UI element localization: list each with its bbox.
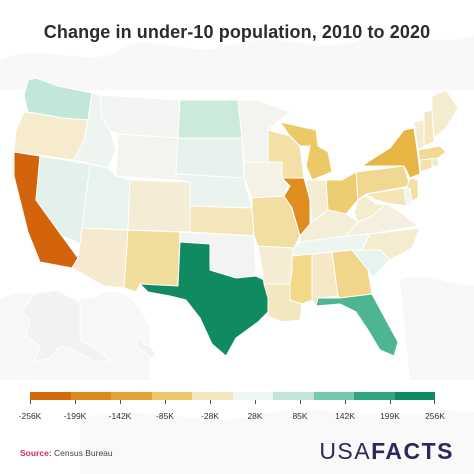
color-legend: -256K -199K -142K -85K -28K 28K 85K 142K 199K 256… [19, 392, 445, 428]
state-colorado[interactable] [127, 179, 191, 233]
state-south-dakota[interactable] [175, 137, 245, 179]
state-massachusetts[interactable] [417, 145, 447, 161]
state-delaware[interactable] [403, 187, 413, 205]
source-text: Census Bureau [54, 448, 113, 458]
state-north-dakota[interactable] [177, 99, 243, 139]
state-arizona[interactable] [71, 227, 129, 289]
legend-tick-label: 256K [425, 411, 445, 421]
state-montana[interactable] [99, 94, 181, 139]
legend-tick-label: 28K [247, 411, 263, 421]
legend-tick-mark [75, 400, 76, 404]
logo-part-facts: FACTS [371, 438, 454, 464]
legend-tick-label: -28K [201, 411, 219, 421]
legend-tick-label: -142K [108, 411, 132, 421]
state-maryland[interactable] [365, 187, 409, 207]
legend-segment [70, 392, 111, 400]
legend-tick-label: 142K [335, 411, 355, 421]
legend-tick-mark [120, 400, 121, 404]
state-new-york[interactable] [361, 127, 421, 179]
legend-tick-mark [300, 400, 301, 404]
state-oregon[interactable] [13, 111, 89, 161]
state-new-mexico[interactable] [123, 229, 181, 293]
chart-title: Change in under-10 population, 2010 to 2… [43, 22, 431, 42]
legend-tick-mark [165, 400, 166, 404]
legend-tick-label: 199K [380, 411, 400, 421]
source-note: Source: Census Bureau [20, 448, 113, 458]
legend-segment [394, 392, 435, 400]
legend-tick-mark [30, 400, 31, 404]
legend-tick-label: 85K [292, 411, 308, 421]
legend-segment [232, 392, 273, 400]
state-arkansas[interactable] [257, 245, 295, 285]
legend-segment [313, 392, 354, 400]
legend-tick-mark [345, 400, 346, 404]
state-alaska[interactable] [21, 289, 111, 363]
legend-tick-label: -199K [63, 411, 87, 421]
legend-segment [30, 392, 71, 400]
legend-segment [192, 392, 233, 400]
state-west-virginia[interactable] [353, 195, 387, 223]
state-hawaii[interactable] [135, 337, 157, 359]
state-mississippi[interactable] [289, 253, 313, 305]
state-florida[interactable] [315, 293, 399, 357]
legend-tick-label: -256K [18, 411, 42, 421]
state-new-hampshire[interactable] [423, 109, 435, 147]
state-pennsylvania[interactable] [355, 165, 411, 201]
legend-tick-mark [210, 400, 211, 404]
logo-part-usa: USA [319, 438, 372, 464]
legend-tick-label: -85K [156, 411, 174, 421]
state-texas[interactable] [139, 241, 271, 357]
legend-tick-mark [390, 400, 391, 404]
state-kansas[interactable] [189, 205, 255, 237]
state-ohio[interactable] [325, 171, 359, 215]
usafacts-logo: USAFACTS [319, 438, 454, 465]
legend-tick-mark [434, 400, 435, 404]
legend-segment [273, 392, 314, 400]
legend-ticks: -256K -199K -142K -85K -28K 28K 85K 142K 199K 256… [19, 400, 445, 421]
state-wyoming[interactable] [115, 133, 179, 181]
legend-segment [354, 392, 395, 400]
state-maine[interactable] [431, 89, 459, 139]
legend-segment [151, 392, 192, 400]
state-rhode-island[interactable] [431, 157, 439, 167]
legend-tick-mark [255, 400, 256, 404]
legend-color-bar [30, 392, 435, 400]
legend-segment [111, 392, 152, 400]
source-label: Source: [20, 448, 52, 458]
